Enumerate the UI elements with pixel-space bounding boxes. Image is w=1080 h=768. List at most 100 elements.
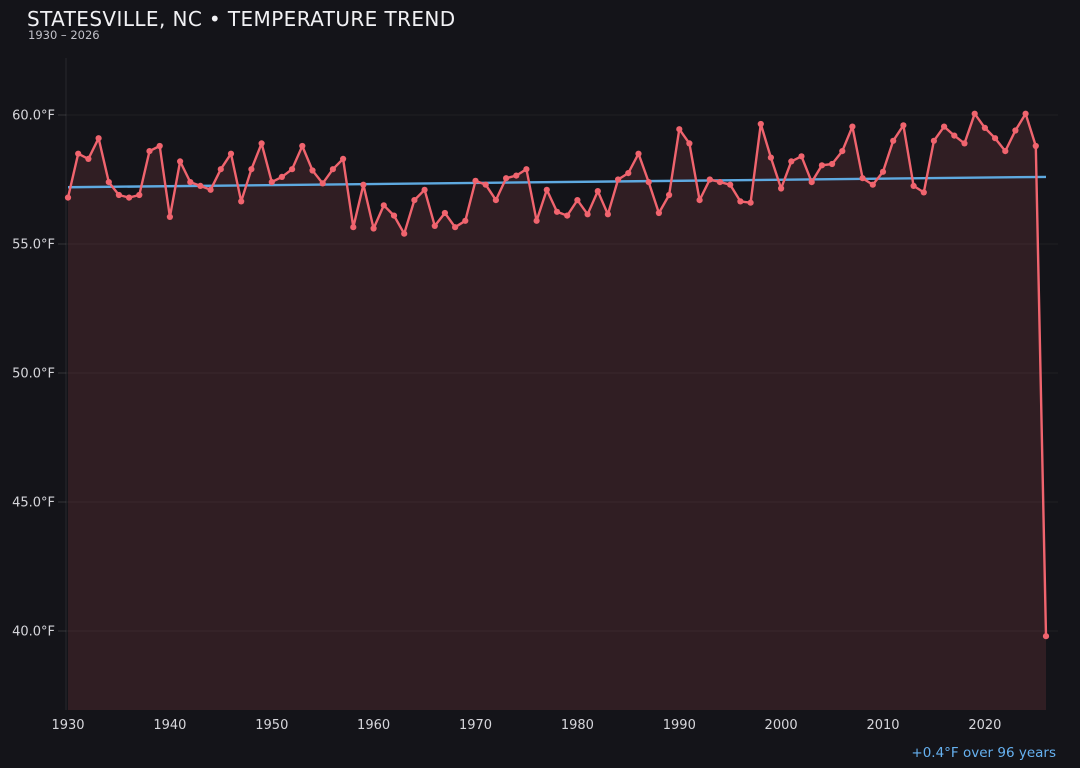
page-subtitle: 1930 – 2026 bbox=[28, 28, 100, 42]
temperature-point bbox=[574, 197, 581, 204]
temperature-point bbox=[513, 172, 520, 179]
x-tick-label: 2010 bbox=[866, 718, 899, 733]
temperature-point bbox=[625, 170, 632, 177]
temperature-point bbox=[329, 166, 336, 173]
x-tick-label: 2020 bbox=[968, 718, 1001, 733]
temperature-point bbox=[380, 202, 387, 209]
temperature-point bbox=[706, 176, 713, 183]
temperature-point bbox=[1002, 148, 1009, 155]
temperature-point bbox=[472, 177, 479, 184]
trend-annotation: +0.4°F over 96 years bbox=[911, 745, 1056, 761]
temperature-point bbox=[635, 150, 642, 157]
temperature-point bbox=[778, 185, 785, 192]
temperature-point bbox=[309, 167, 316, 174]
temperature-point bbox=[920, 189, 927, 196]
temperature-point bbox=[411, 197, 418, 204]
x-tick-label: 1960 bbox=[357, 718, 390, 733]
temperature-point bbox=[676, 126, 683, 133]
temperature-point bbox=[788, 158, 795, 165]
temperature-point bbox=[971, 110, 978, 117]
temperature-point bbox=[890, 137, 897, 144]
temperature-point bbox=[869, 181, 876, 188]
temperature-point bbox=[879, 168, 887, 175]
temperature-point bbox=[319, 180, 326, 187]
temperature-point bbox=[849, 123, 856, 130]
temperature-point bbox=[207, 186, 214, 193]
temperature-point bbox=[829, 160, 836, 168]
temperature-point bbox=[808, 179, 815, 186]
temperature-point bbox=[757, 120, 764, 128]
temperature-point bbox=[105, 179, 112, 186]
trend-line bbox=[67, 175, 1047, 189]
temperature-point bbox=[1032, 142, 1039, 150]
temperature-point bbox=[716, 179, 724, 186]
x-tick-label: 1940 bbox=[153, 718, 186, 733]
temperature-point bbox=[564, 212, 571, 219]
x-tick-label: 1950 bbox=[255, 718, 288, 733]
temperature-point bbox=[248, 166, 255, 173]
temperature-point bbox=[604, 211, 612, 218]
temperature-point bbox=[289, 166, 296, 173]
temperature-point bbox=[930, 137, 938, 144]
temperature-point bbox=[747, 199, 754, 206]
temperature-point bbox=[767, 154, 775, 161]
temperature-point bbox=[666, 191, 673, 199]
temperature-point bbox=[166, 213, 173, 220]
temperature-point bbox=[533, 217, 540, 224]
temperature-point bbox=[401, 230, 408, 237]
temperature-point bbox=[258, 140, 265, 147]
temperature-point bbox=[492, 197, 499, 204]
temperature-point bbox=[686, 140, 693, 147]
temperature-point bbox=[727, 181, 734, 188]
temperature-point bbox=[421, 186, 428, 193]
temperature-point bbox=[441, 209, 448, 217]
temperature-point bbox=[523, 166, 530, 173]
temperature-point bbox=[350, 224, 357, 231]
temperature-point bbox=[737, 198, 744, 205]
temperature-point bbox=[992, 135, 999, 142]
temperature-point bbox=[268, 179, 275, 186]
temperature-point bbox=[655, 209, 663, 217]
temperature-point bbox=[981, 124, 989, 131]
temperature-point bbox=[115, 191, 122, 199]
temperature-point bbox=[482, 181, 489, 188]
temperature-point bbox=[503, 175, 510, 182]
temperature-point bbox=[1042, 633, 1050, 640]
temperature-point bbox=[227, 150, 235, 157]
temperature-point bbox=[1022, 110, 1029, 117]
temperature-point bbox=[941, 123, 948, 130]
temperature-point bbox=[85, 155, 92, 162]
temperature-point bbox=[431, 222, 438, 229]
y-tick-label: 45.0°F bbox=[12, 496, 55, 511]
temperature-point bbox=[64, 194, 72, 201]
temperature-point bbox=[798, 153, 805, 160]
temperature-point bbox=[961, 140, 968, 147]
temperature-point bbox=[156, 142, 163, 150]
temperature-point bbox=[360, 181, 367, 188]
x-tick-label: 1990 bbox=[663, 718, 696, 733]
y-tick-label: 40.0°F bbox=[12, 625, 55, 640]
temperature-point bbox=[197, 182, 204, 189]
temperature-point bbox=[645, 179, 652, 186]
temperature-point bbox=[452, 224, 459, 231]
temperature-point bbox=[238, 198, 245, 205]
temperature-point bbox=[187, 179, 194, 186]
temperature-point bbox=[615, 176, 622, 183]
temperature-point bbox=[370, 225, 377, 232]
temperature-point bbox=[900, 122, 907, 129]
page-title: STATESVILLE, NC • TEMPERATURE TREND bbox=[27, 7, 456, 31]
x-tick-label: 1980 bbox=[561, 718, 594, 733]
x-tick-label: 1930 bbox=[51, 718, 84, 733]
temperature-point bbox=[584, 211, 591, 218]
temperature-point bbox=[594, 188, 601, 195]
temperature-point bbox=[177, 158, 184, 165]
temperature-point bbox=[818, 162, 826, 169]
temperature-point bbox=[553, 208, 561, 215]
temperature-point bbox=[299, 142, 306, 150]
temperature-point bbox=[95, 135, 102, 142]
temperature-point bbox=[340, 155, 347, 162]
temperature-point bbox=[696, 197, 703, 204]
y-tick-label: 55.0°F bbox=[12, 238, 55, 253]
